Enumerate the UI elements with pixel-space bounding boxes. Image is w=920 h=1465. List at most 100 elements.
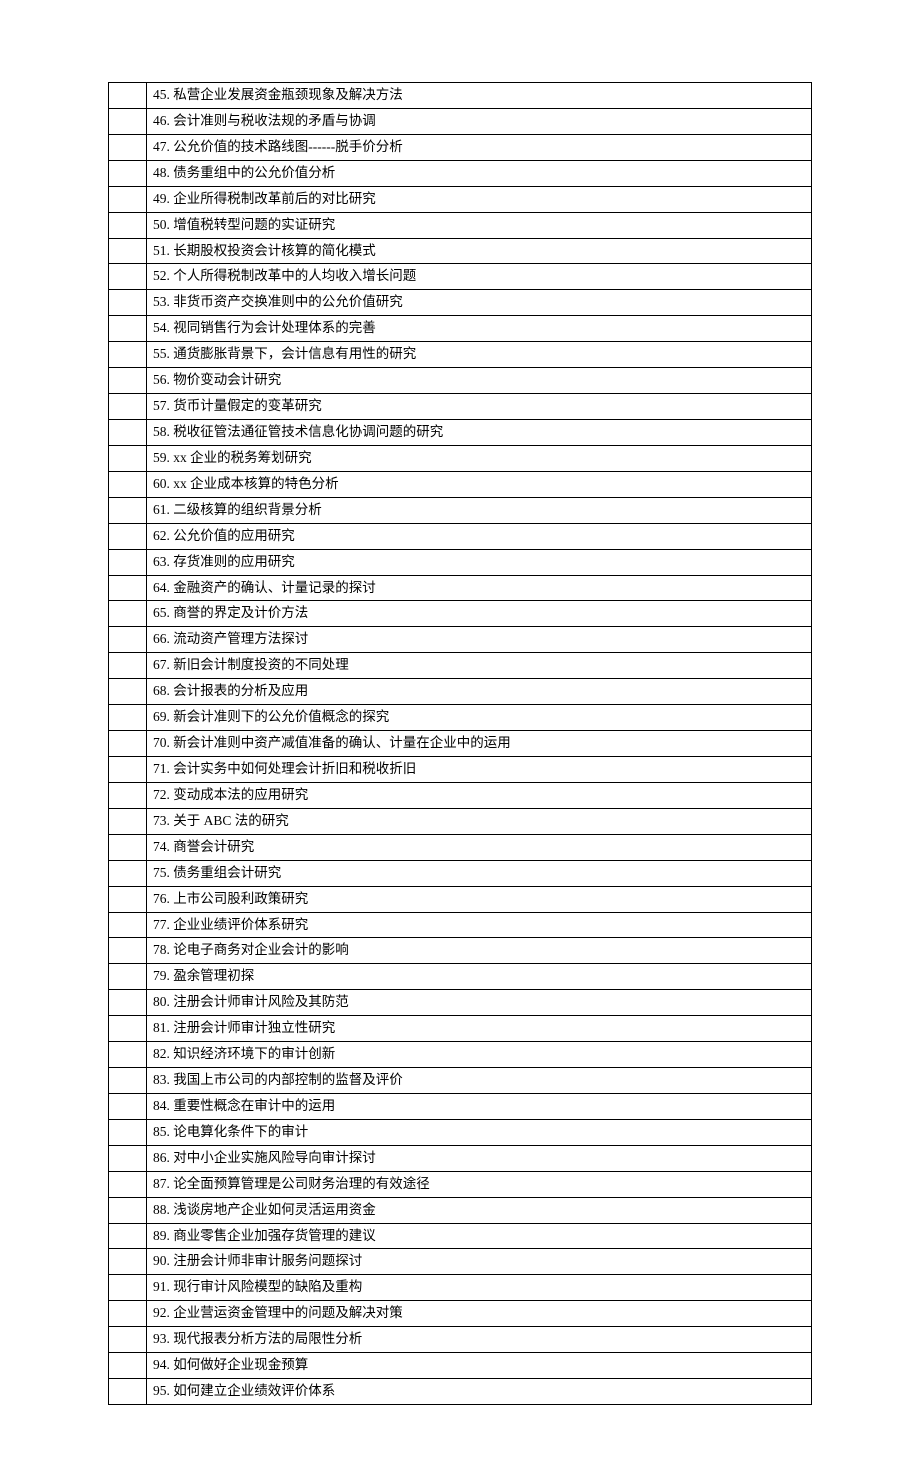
row-left-cell <box>109 1327 147 1353</box>
table-row: 50. 增值税转型问题的实证研究 <box>109 212 812 238</box>
row-left-cell <box>109 1042 147 1068</box>
row-right-cell: 74. 商誉会计研究 <box>147 834 812 860</box>
row-right-cell: 71. 会计实务中如何处理会计折旧和税收折旧 <box>147 756 812 782</box>
row-text: 95. 如何建立企业绩效评价体系 <box>153 1383 335 1398</box>
row-text: 81. 注册会计师审计独立性研究 <box>153 1020 335 1035</box>
table-row: 70. 新会计准则中资产减值准备的确认、计量在企业中的运用 <box>109 731 812 757</box>
row-text: 51. 长期股权投资会计核算的简化模式 <box>153 243 376 258</box>
row-right-cell: 51. 长期股权投资会计核算的简化模式 <box>147 238 812 264</box>
row-left-cell <box>109 756 147 782</box>
row-text: 93. 现代报表分析方法的局限性分析 <box>153 1331 362 1346</box>
table-row: 60. xx 企业成本核算的特色分析 <box>109 471 812 497</box>
row-text: 72. 变动成本法的应用研究 <box>153 787 308 802</box>
row-text: 47. 公允价值的技术路线图------脱手价分析 <box>153 139 403 154</box>
row-left-cell <box>109 834 147 860</box>
row-left-cell <box>109 549 147 575</box>
row-text: 78. 论电子商务对企业会计的影响 <box>153 942 349 957</box>
row-text: 84. 重要性概念在审计中的运用 <box>153 1098 335 1113</box>
row-right-cell: 83. 我国上市公司的内部控制的监督及评价 <box>147 1068 812 1094</box>
row-left-cell <box>109 1068 147 1094</box>
row-left-cell <box>109 575 147 601</box>
table-row: 72. 变动成本法的应用研究 <box>109 782 812 808</box>
table-row: 56. 物价变动会计研究 <box>109 368 812 394</box>
row-right-cell: 69. 新会计准则下的公允价值概念的探究 <box>147 705 812 731</box>
row-text: 63. 存货准则的应用研究 <box>153 554 295 569</box>
row-text: 73. 关于 ABC 法的研究 <box>153 813 289 828</box>
row-right-cell: 73. 关于 ABC 法的研究 <box>147 808 812 834</box>
document-page: 45. 私营企业发展资金瓶颈现象及解决方法 46. 会计准则与税收法规的矛盾与协调… <box>0 0 920 1465</box>
row-left-cell <box>109 679 147 705</box>
topics-table-body: 45. 私营企业发展资金瓶颈现象及解决方法 46. 会计准则与税收法规的矛盾与协调… <box>109 83 812 1405</box>
row-left-cell <box>109 886 147 912</box>
row-right-cell: 55. 通货膨胀背景下，会计信息有用性的研究 <box>147 342 812 368</box>
row-right-cell: 91. 现行审计风险模型的缺陷及重构 <box>147 1275 812 1301</box>
table-row: 64. 金融资产的确认、计量记录的探讨 <box>109 575 812 601</box>
row-text: 77. 企业业绩评价体系研究 <box>153 917 308 932</box>
table-row: 90. 注册会计师非审计服务问题探讨 <box>109 1249 812 1275</box>
row-text: 79. 盈余管理初探 <box>153 968 254 983</box>
row-text: 45. 私营企业发展资金瓶颈现象及解决方法 <box>153 87 403 102</box>
table-row: 92. 企业营运资金管理中的问题及解决对策 <box>109 1301 812 1327</box>
table-row: 73. 关于 ABC 法的研究 <box>109 808 812 834</box>
row-right-cell: 54. 视同销售行为会计处理体系的完善 <box>147 316 812 342</box>
row-right-cell: 67. 新旧会计制度投资的不同处理 <box>147 653 812 679</box>
row-left-cell <box>109 368 147 394</box>
row-text: 56. 物价变动会计研究 <box>153 372 281 387</box>
row-text: 86. 对中小企业实施风险导向审计探讨 <box>153 1150 376 1165</box>
row-text: 65. 商誉的界定及计价方法 <box>153 605 308 620</box>
table-row: 65. 商誉的界定及计价方法 <box>109 601 812 627</box>
table-row: 80. 注册会计师审计风险及其防范 <box>109 990 812 1016</box>
row-text: 49. 企业所得税制改革前后的对比研究 <box>153 191 376 206</box>
row-right-cell: 88. 浅谈房地产企业如何灵活运用资金 <box>147 1197 812 1223</box>
row-text: 59. xx 企业的税务筹划研究 <box>153 450 312 465</box>
table-row: 87. 论全面预算管理是公司财务治理的有效途径 <box>109 1171 812 1197</box>
row-right-cell: 49. 企业所得税制改革前后的对比研究 <box>147 186 812 212</box>
row-right-cell: 72. 变动成本法的应用研究 <box>147 782 812 808</box>
table-row: 77. 企业业绩评价体系研究 <box>109 912 812 938</box>
row-right-cell: 80. 注册会计师审计风险及其防范 <box>147 990 812 1016</box>
row-text: 70. 新会计准则中资产减值准备的确认、计量在企业中的运用 <box>153 735 511 750</box>
row-right-cell: 50. 增值税转型问题的实证研究 <box>147 212 812 238</box>
row-right-cell: 85. 论电算化条件下的审计 <box>147 1119 812 1145</box>
row-right-cell: 81. 注册会计师审计独立性研究 <box>147 1016 812 1042</box>
row-text: 52. 个人所得税制改革中的人均收入增长问题 <box>153 268 416 283</box>
row-right-cell: 89. 商业零售企业加强存货管理的建议 <box>147 1223 812 1249</box>
row-text: 60. xx 企业成本核算的特色分析 <box>153 476 339 491</box>
row-left-cell <box>109 1353 147 1379</box>
row-right-cell: 68. 会计报表的分析及应用 <box>147 679 812 705</box>
table-row: 54. 视同销售行为会计处理体系的完善 <box>109 316 812 342</box>
table-row: 61. 二级核算的组织背景分析 <box>109 497 812 523</box>
row-text: 68. 会计报表的分析及应用 <box>153 683 308 698</box>
row-left-cell <box>109 1379 147 1405</box>
table-row: 81. 注册会计师审计独立性研究 <box>109 1016 812 1042</box>
row-text: 62. 公允价值的应用研究 <box>153 528 295 543</box>
table-row: 68. 会计报表的分析及应用 <box>109 679 812 705</box>
table-row: 69. 新会计准则下的公允价值概念的探究 <box>109 705 812 731</box>
table-row: 46. 会计准则与税收法规的矛盾与协调 <box>109 108 812 134</box>
row-right-cell: 86. 对中小企业实施风险导向审计探讨 <box>147 1145 812 1171</box>
row-left-cell <box>109 964 147 990</box>
table-row: 51. 长期股权投资会计核算的简化模式 <box>109 238 812 264</box>
table-row: 84. 重要性概念在审计中的运用 <box>109 1093 812 1119</box>
table-row: 71. 会计实务中如何处理会计折旧和税收折旧 <box>109 756 812 782</box>
row-right-cell: 90. 注册会计师非审计服务问题探讨 <box>147 1249 812 1275</box>
row-left-cell <box>109 731 147 757</box>
row-left-cell <box>109 1119 147 1145</box>
row-left-cell <box>109 1223 147 1249</box>
table-row: 93. 现代报表分析方法的局限性分析 <box>109 1327 812 1353</box>
row-left-cell <box>109 316 147 342</box>
row-right-cell: 59. xx 企业的税务筹划研究 <box>147 445 812 471</box>
row-left-cell <box>109 290 147 316</box>
row-text: 82. 知识经济环境下的审计创新 <box>153 1046 335 1061</box>
row-left-cell <box>109 186 147 212</box>
row-left-cell <box>109 238 147 264</box>
table-row: 75. 债务重组会计研究 <box>109 860 812 886</box>
table-row: 52. 个人所得税制改革中的人均收入增长问题 <box>109 264 812 290</box>
row-text: 92. 企业营运资金管理中的问题及解决对策 <box>153 1305 403 1320</box>
row-left-cell <box>109 342 147 368</box>
row-left-cell <box>109 1275 147 1301</box>
row-right-cell: 46. 会计准则与税收法规的矛盾与协调 <box>147 108 812 134</box>
row-right-cell: 66. 流动资产管理方法探讨 <box>147 627 812 653</box>
table-row: 76. 上市公司股利政策研究 <box>109 886 812 912</box>
row-right-cell: 64. 金融资产的确认、计量记录的探讨 <box>147 575 812 601</box>
